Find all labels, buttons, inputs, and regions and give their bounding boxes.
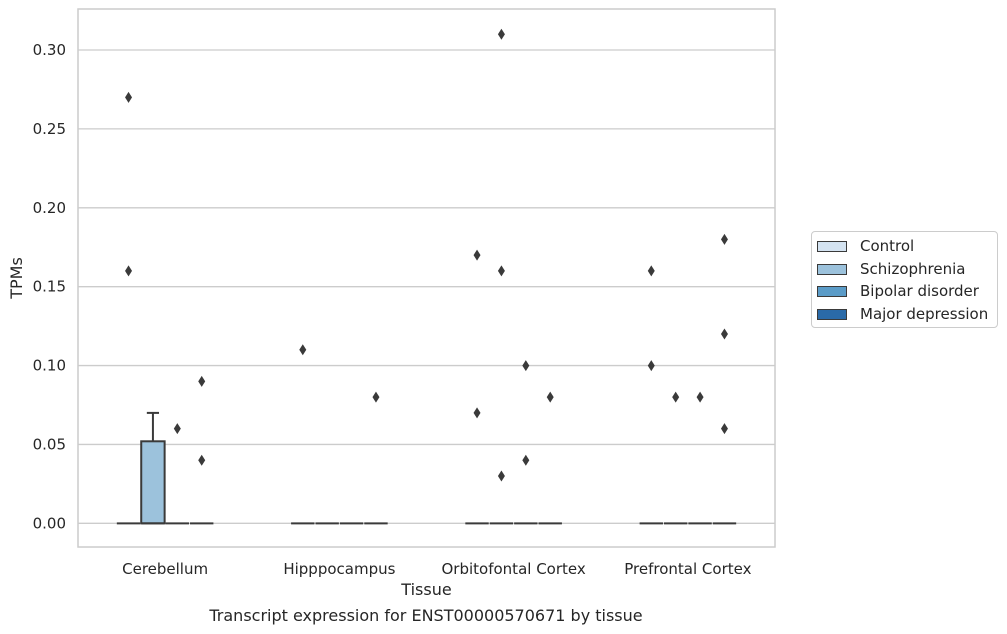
outlier-point <box>497 28 505 40</box>
outlier-point <box>497 470 505 482</box>
chart-caption: Transcript expression for ENST0000057067… <box>209 606 643 625</box>
x-tick-label: Orbitofontal Cortex <box>442 560 586 578</box>
legend-item-bipolar-disorder: Bipolar disorder <box>817 281 979 301</box>
outlier-points <box>125 28 728 482</box>
outlier-point <box>546 391 554 403</box>
legend-label-bipolar-disorder: Bipolar disorder <box>860 282 979 300</box>
outlier-point <box>522 454 530 466</box>
legend-item-control: Control <box>817 236 914 256</box>
y-tick-label: 0.25 <box>33 120 66 138</box>
y-tick-label: 0.05 <box>33 435 66 453</box>
box <box>140 440 166 525</box>
legend-swatch-control <box>817 240 847 252</box>
y-tick-label: 0.10 <box>33 357 66 375</box>
x-tick-label: Cerebellum <box>122 560 208 578</box>
y-tick-label: 0.15 <box>33 278 66 296</box>
x-tick-label: Prefrontal Cortex <box>624 560 751 578</box>
outlier-point <box>720 423 728 435</box>
legend-label-schizophrenia: Schizophrenia <box>860 260 966 278</box>
outlier-point <box>299 344 307 356</box>
legend: Control Schizophrenia Bipolar disorder M… <box>811 231 998 328</box>
x-tick-label: Hipppocampus <box>283 560 395 578</box>
x-axis-label: Tissue <box>400 580 451 599</box>
outlier-point <box>497 265 505 277</box>
outlier-point <box>696 391 704 403</box>
legend-item-schizophrenia: Schizophrenia <box>817 259 965 279</box>
y-tick-label: 0.30 <box>33 41 66 59</box>
outlier-point <box>647 360 655 372</box>
outlier-point <box>720 328 728 340</box>
outlier-point <box>672 391 680 403</box>
legend-label-major-depression: Major depression <box>860 305 989 323</box>
y-tick-label: 0.20 <box>33 199 66 217</box>
outlier-point <box>372 391 380 403</box>
legend-swatch-schizophrenia <box>817 263 847 275</box>
outlier-point <box>125 265 133 277</box>
outlier-point <box>522 360 530 372</box>
legend-swatch-bipolar-disorder <box>817 285 847 297</box>
outlier-point <box>125 91 133 103</box>
legend-label-control: Control <box>860 237 915 255</box>
outlier-point <box>473 407 481 419</box>
grid-lines <box>78 49 775 524</box>
outlier-point <box>173 423 181 435</box>
legend-swatch-major-depression <box>817 308 847 320</box>
y-tick-label: 0.00 <box>33 514 66 532</box>
outlier-point <box>198 454 206 466</box>
legend-item-major-depression: Major depression <box>817 304 988 324</box>
axes-frame <box>77 8 776 548</box>
outlier-point <box>198 375 206 387</box>
outlier-point <box>720 233 728 245</box>
outlier-point <box>473 249 481 261</box>
y-axis-label: TPMs <box>7 257 26 300</box>
outlier-point <box>647 265 655 277</box>
boxes <box>116 411 737 525</box>
y-tick-labels: 0.00 0.05 0.10 0.15 0.20 0.25 0.30 <box>33 41 66 532</box>
x-tick-labels: Cerebellum Hipppocampus Orbitofontal Corte… <box>122 560 751 578</box>
